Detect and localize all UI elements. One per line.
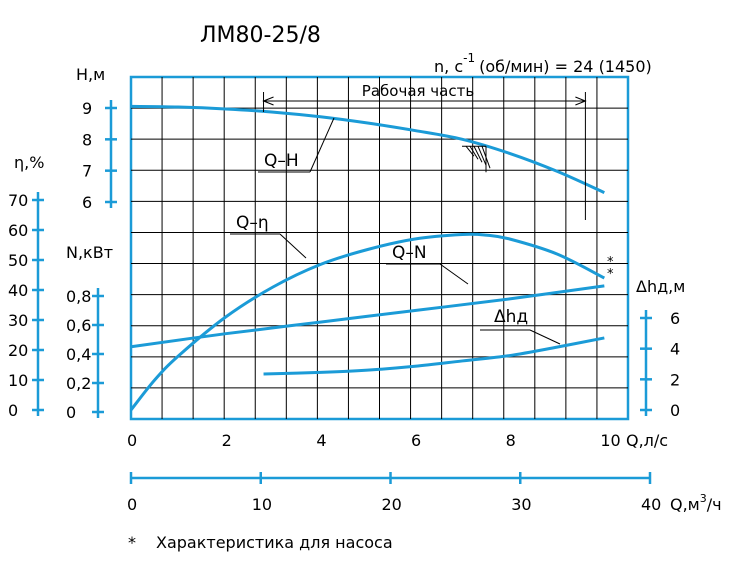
label-q-h: Q–H (264, 151, 299, 171)
eta-tick-label: 70 (8, 191, 28, 210)
eta-tick-label: 50 (8, 251, 28, 270)
x-tick-label: 4 (316, 431, 326, 450)
N-tick-label: 0,6 (66, 316, 91, 335)
hatch-stroke (469, 145, 479, 160)
curve-q-eta (129, 232, 606, 411)
dh-tick-label: 2 (670, 370, 680, 389)
hatch-stroke (481, 146, 491, 169)
N-tick-label: 0,4 (66, 345, 91, 364)
speed-label-suffix: (об/мин) = 24 (1450) (479, 57, 652, 76)
label-q-n-leader (439, 263, 469, 285)
hatch-stroke (473, 146, 483, 163)
curve-q-n (130, 284, 605, 349)
H-tick-label: 7 (82, 162, 92, 181)
x-tick-label: 10 (600, 431, 620, 450)
end-asterisk-n: * (607, 267, 614, 282)
label-q-n: Q–N (392, 243, 427, 263)
hatch-stroke (477, 146, 487, 166)
x2-axis-label-suffix: /ч (707, 495, 722, 514)
speed-label-prefix: n, c (434, 57, 463, 76)
N-tick-label: 0,8 (66, 287, 91, 306)
eta-tick-label: 60 (8, 221, 28, 240)
eta-tick-label: 40 (8, 281, 28, 300)
dh-axis-label: Δhд,м (636, 277, 685, 296)
working-range-label: Рабочая часть (362, 82, 474, 100)
eta-tick-label: 0 (8, 401, 18, 420)
H-tick-label: 9 (82, 99, 92, 118)
chart-title: ЛМ80-25/8 (200, 23, 321, 48)
x2-axis-label-prefix: Q,м (670, 495, 700, 514)
x2-tick-label: 0 (127, 495, 137, 514)
label-dh-leader (529, 329, 561, 345)
eta-tick-label: 10 (8, 371, 28, 390)
eta-tick-label: 20 (8, 341, 28, 360)
H-tick-label: 8 (82, 130, 92, 149)
label-q-eta: Q–η (236, 213, 269, 233)
grid (131, 77, 628, 419)
dh-tick-label: 0 (670, 401, 680, 420)
x2-tick-label: 30 (511, 495, 531, 514)
footnote-mark: * (128, 533, 136, 552)
label-q-h-leader (309, 117, 335, 173)
x2-axis-label: Q,м3/ч (670, 492, 722, 514)
hatch-stroke (465, 145, 475, 157)
dh-tick-label: 6 (670, 309, 680, 328)
x2-tick-label: 10 (252, 495, 272, 514)
n-axis-label: N,кВт (66, 243, 113, 262)
x-axis-label: Q,л/с (626, 431, 668, 450)
curve-q-h (130, 104, 605, 194)
end-asterisk-eta: * (607, 255, 614, 270)
label-q-eta-leader (279, 233, 307, 259)
speed-label-exponent: -1 (463, 51, 475, 65)
x-tick-label: 8 (506, 431, 516, 450)
N-tick-label: 0,2 (66, 374, 91, 393)
x-tick-label: 0 (127, 431, 137, 450)
dh-tick-label: 4 (670, 340, 680, 359)
N-tick-label: 0 (66, 403, 76, 422)
x2-axis-label-exp: 3 (700, 492, 707, 505)
curves (129, 104, 606, 411)
annotations: Q–H Q–η Q–N Δhд ** (230, 92, 614, 345)
curve-dh (263, 336, 605, 376)
x2-tick-label: 20 (382, 495, 402, 514)
eta-tick-label: 30 (8, 311, 28, 330)
x2-tick-label: 40 (641, 495, 661, 514)
label-dh: Δhд (494, 307, 528, 327)
speed-label: n, c-1 (об/мин) = 24 (1450) (434, 51, 652, 76)
h-axis-label: Н,м (76, 65, 105, 84)
x-tick-label: 2 (222, 431, 232, 450)
x-tick-label: 6 (411, 431, 421, 450)
eta-axis-label: η,% (14, 153, 44, 172)
H-tick-label: 6 (82, 193, 92, 212)
footnote-text: Характеристика для насоса (156, 533, 393, 552)
